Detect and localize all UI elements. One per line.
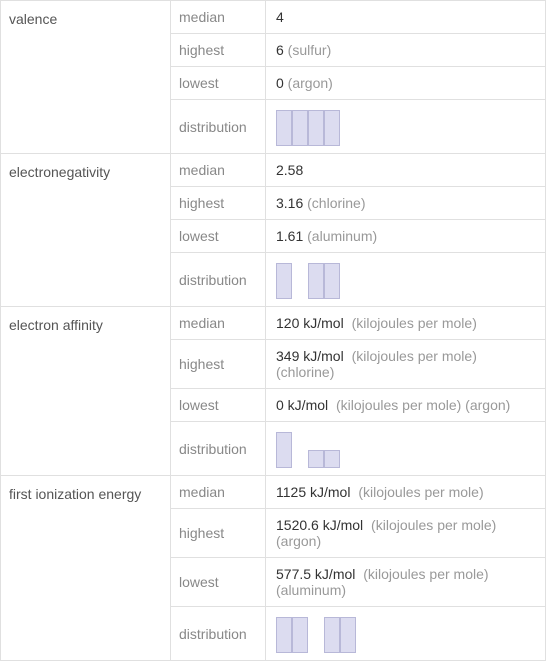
histogram-bar <box>324 110 340 146</box>
histogram-bar <box>292 617 308 653</box>
histogram-bar <box>276 110 292 146</box>
value-cell: 3.16 (chlorine) <box>266 187 546 220</box>
value-note: (aluminum) <box>276 582 346 598</box>
value-cell: 1125 kJ/mol (kilojoules per mole) <box>266 476 546 509</box>
value-cell: 120 kJ/mol (kilojoules per mole) <box>266 307 546 340</box>
histogram-bar <box>276 263 292 299</box>
row-label-distribution: distribution <box>171 100 266 154</box>
value-cell: 1520.6 kJ/mol (kilojoules per mole) (arg… <box>266 509 546 558</box>
value-main: 577.5 kJ/mol <box>276 566 355 582</box>
row-label-median: median <box>171 154 266 187</box>
row-label-distribution: distribution <box>171 422 266 476</box>
value-note: (chlorine) <box>276 364 334 380</box>
value-note: (aluminum) <box>303 228 377 244</box>
histogram-bar <box>308 263 324 299</box>
value-cell: 2.58 <box>266 154 546 187</box>
row-label-distribution: distribution <box>171 607 266 661</box>
histogram-bar <box>324 617 340 653</box>
value-main: 0 <box>276 75 284 91</box>
histogram-bar <box>324 263 340 299</box>
value-cell: 6 (sulfur) <box>266 34 546 67</box>
row-label-lowest: lowest <box>171 558 266 607</box>
row-label-median: median <box>171 307 266 340</box>
histogram-bar <box>324 450 340 468</box>
value-note: (argon) <box>276 533 321 549</box>
row-label-highest: highest <box>171 509 266 558</box>
histogram-chart <box>276 108 535 146</box>
value-note: (argon) <box>461 397 510 413</box>
value-cell: 4 <box>266 1 546 34</box>
value-unit: (kilojoules per mole) <box>348 315 477 331</box>
distribution-cell <box>266 607 546 661</box>
histogram-chart <box>276 615 535 653</box>
distribution-cell <box>266 422 546 476</box>
table-row: electronegativitymedian2.58 <box>1 154 546 187</box>
row-label-lowest: lowest <box>171 220 266 253</box>
histogram-chart <box>276 261 535 299</box>
value-unit: (kilojoules per mole) <box>367 517 496 533</box>
value-cell: 577.5 kJ/mol (kilojoules per mole) (alum… <box>266 558 546 607</box>
value-note: (chlorine) <box>303 195 365 211</box>
value-cell: 0 (argon) <box>266 67 546 100</box>
distribution-cell <box>266 100 546 154</box>
value-main: 0 kJ/mol <box>276 397 328 413</box>
value-main: 120 kJ/mol <box>276 315 344 331</box>
histogram-bar <box>276 432 292 468</box>
histogram-bar <box>276 617 292 653</box>
value-unit: (kilojoules per mole) <box>354 484 483 500</box>
value-unit: (kilojoules per mole) <box>348 348 477 364</box>
table-row: valencemedian4 <box>1 1 546 34</box>
value-main: 6 <box>276 42 284 58</box>
value-unit: (kilojoules per mole) <box>332 397 461 413</box>
row-label-highest: highest <box>171 340 266 389</box>
table-row: first ionization energymedian1125 kJ/mol… <box>1 476 546 509</box>
row-label-median: median <box>171 1 266 34</box>
row-label-highest: highest <box>171 187 266 220</box>
histogram-chart <box>276 430 535 468</box>
histogram-bar <box>292 110 308 146</box>
value-cell: 0 kJ/mol (kilojoules per mole) (argon) <box>266 389 546 422</box>
row-label-distribution: distribution <box>171 253 266 307</box>
properties-table: valencemedian4highest6 (sulfur)lowest0 (… <box>0 0 546 661</box>
value-note: (sulfur) <box>284 42 331 58</box>
value-cell: 349 kJ/mol (kilojoules per mole) (chlori… <box>266 340 546 389</box>
row-label-highest: highest <box>171 34 266 67</box>
value-unit: (kilojoules per mole) <box>359 566 488 582</box>
property-name: first ionization energy <box>1 476 171 661</box>
histogram-bar <box>308 110 324 146</box>
value-cell: 1.61 (aluminum) <box>266 220 546 253</box>
value-main: 1.61 <box>276 228 303 244</box>
value-main: 349 kJ/mol <box>276 348 344 364</box>
value-main: 1520.6 kJ/mol <box>276 517 363 533</box>
property-name: valence <box>1 1 171 154</box>
row-label-lowest: lowest <box>171 67 266 100</box>
distribution-cell <box>266 253 546 307</box>
row-label-median: median <box>171 476 266 509</box>
value-note: (argon) <box>284 75 333 91</box>
table-row: electron affinitymedian120 kJ/mol (kiloj… <box>1 307 546 340</box>
value-main: 2.58 <box>276 162 303 178</box>
value-main: 3.16 <box>276 195 303 211</box>
histogram-bar <box>308 450 324 468</box>
value-main: 4 <box>276 9 284 25</box>
histogram-bar <box>340 617 356 653</box>
value-main: 1125 kJ/mol <box>276 484 350 500</box>
row-label-lowest: lowest <box>171 389 266 422</box>
property-name: electronegativity <box>1 154 171 307</box>
property-name: electron affinity <box>1 307 171 476</box>
